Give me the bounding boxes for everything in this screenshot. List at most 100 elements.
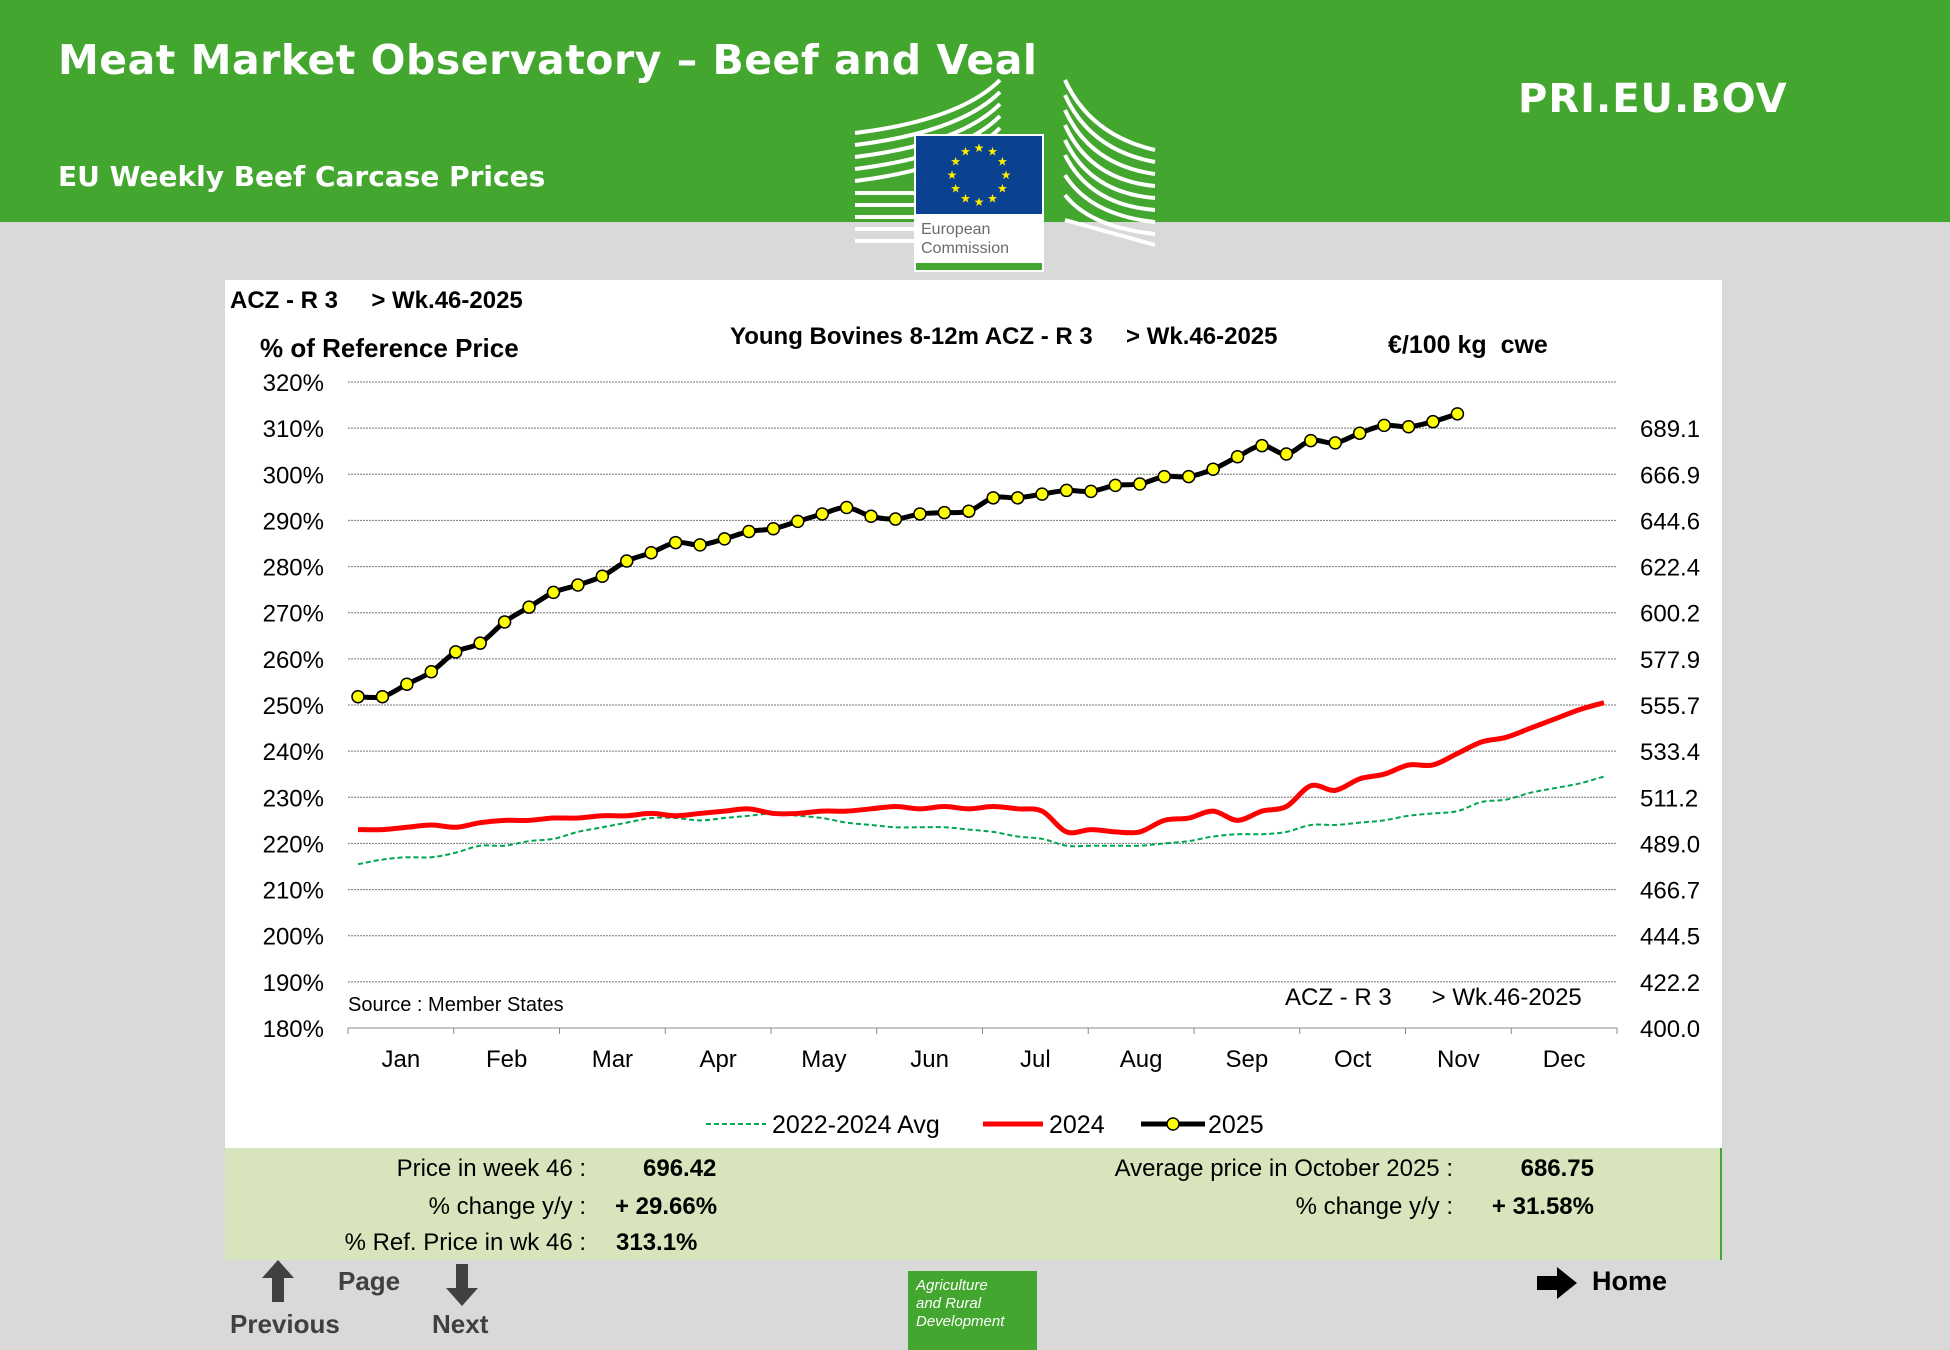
data-point-2025 [864,509,878,524]
data-point-2025 [1279,447,1294,461]
y-tick-label-right: 689.1 [1640,416,1700,443]
agri-logo: Agriculture and Rural Development [908,1271,1037,1350]
previous-arrow-icon[interactable] [262,1260,294,1302]
eu-star-icon: ★ [997,155,1008,169]
data-point-2025 [986,491,1000,505]
page-title: Meat Market Observatory – Beef and Veal [58,36,1038,84]
legend-label-2025: 2025 [1208,1111,1264,1139]
data-point-2025 [815,507,829,521]
data-point-2025 [888,512,903,526]
y-tick-label: 190% [263,970,324,997]
source-note: Source : Member States [348,994,564,1016]
eu-star-icon: ★ [974,195,985,209]
info-panel [225,1148,1722,1260]
data-point-2025 [1035,487,1049,501]
data-point-2025 [913,507,927,521]
y-tick-label: 220% [263,831,324,858]
data-point-2025 [1010,491,1025,505]
eu-star-icon: ★ [997,182,1008,196]
data-point-2025 [1255,438,1269,453]
eu-star-icon: ★ [987,145,998,159]
y-tick-label-right: 622.4 [1640,555,1700,582]
x-tick-label: Mar [592,1046,633,1073]
next-arrow-icon[interactable] [446,1264,478,1306]
data-point-2025 [644,545,658,560]
x-tick-label: Oct [1334,1046,1372,1073]
data-point-2025 [693,538,707,552]
y-tick-label-right: 555.7 [1640,693,1700,720]
agri-line3: Development [916,1313,1005,1330]
data-point-2025 [742,524,756,539]
y-tick-label: 240% [263,739,324,766]
y-tick-label-right: 666.9 [1640,462,1700,489]
y-tick-label: 250% [263,693,324,720]
data-point-2025 [1230,450,1245,464]
x-tick-label: Jan [382,1046,421,1073]
y-tick-label: 200% [263,924,324,951]
inner-chart-label: ACZ - R 3 > Wk.46-2025 [1285,984,1582,1011]
data-point-2025 [619,554,634,568]
x-tick-label: Dec [1543,1046,1586,1073]
y-tick-label: 270% [263,601,324,628]
data-point-2025 [473,636,487,650]
data-point-2025 [717,532,732,546]
avg-price-label: Average price in October 2025 : [1114,1155,1453,1182]
data-point-2025 [595,569,610,584]
y-tick-label-right: 644.6 [1640,508,1700,535]
eu-star-icon: ★ [950,155,961,169]
y-tick-label: 180% [263,1016,324,1043]
agri-line1: Agriculture [916,1277,988,1294]
y-tick-label: 260% [263,647,324,674]
y-tick-label-right: 577.9 [1640,647,1700,674]
x-tick-label: Feb [486,1046,527,1073]
page-label: Page [338,1266,401,1296]
data-point-2025 [448,645,463,659]
data-point-2025 [571,578,585,592]
data-point-2025 [1401,420,1416,434]
chart-panel [225,280,1722,1148]
data-point-2025 [668,535,683,550]
y-tick-label: 320% [263,370,324,397]
y-tick-label-right: 533.4 [1640,739,1700,766]
y-tick-label: 300% [263,462,324,489]
previous-link[interactable]: Previous [230,1309,340,1339]
price-value: 696.42 [643,1155,717,1182]
series-line-2025 [357,411,1459,701]
y-tick-label-right: 422.2 [1640,970,1700,997]
y-tick-label-right: 466.7 [1640,878,1700,905]
data-point-2025 [1108,478,1123,493]
series-line-avg [357,775,1605,866]
data-point-2025 [497,615,512,629]
data-point-2025 [1059,483,1074,498]
home-link[interactable]: Home [1592,1266,1668,1296]
data-point-2025 [839,500,854,515]
series-code: PRI.EU.BOV [1518,76,1788,122]
ec-logo-line2: Commission [921,240,1010,257]
eu-star-icon: ★ [947,168,958,182]
panel-top-label: ACZ - R 3 > Wk.46-2025 [230,287,523,314]
data-point-2025 [791,514,805,529]
data-point-2025 [1377,418,1391,433]
data-point-2025 [962,504,976,518]
y-tick-label-right: 444.5 [1640,924,1700,951]
data-point-2025 [937,505,952,520]
x-tick-label: Sep [1226,1046,1269,1073]
avg-change-label: % change y/y : [1295,1193,1453,1220]
ec-logo-bar [916,263,1042,270]
x-tick-label: Jul [1020,1046,1051,1073]
next-link[interactable]: Next [432,1309,489,1339]
data-point-2025 [1133,477,1147,491]
eu-star-icon: ★ [960,145,971,159]
page-subtitle: EU Weekly Beef Carcase Prices [58,160,546,193]
data-point-2025 [766,521,781,536]
x-tick-label: Aug [1120,1046,1163,1073]
ec-logo-line1: European [921,221,991,238]
y-tick-label-right: 511.2 [1640,785,1698,812]
home-arrow-icon[interactable] [1537,1267,1577,1299]
data-point-2025 [522,600,536,614]
data-point-2025 [1157,469,1171,484]
data-point-2025 [1352,426,1367,440]
data-point-2025 [1304,433,1318,448]
ref-price-label: % Ref. Price in wk 46 : [344,1229,586,1256]
y-tick-label: 310% [263,416,324,443]
